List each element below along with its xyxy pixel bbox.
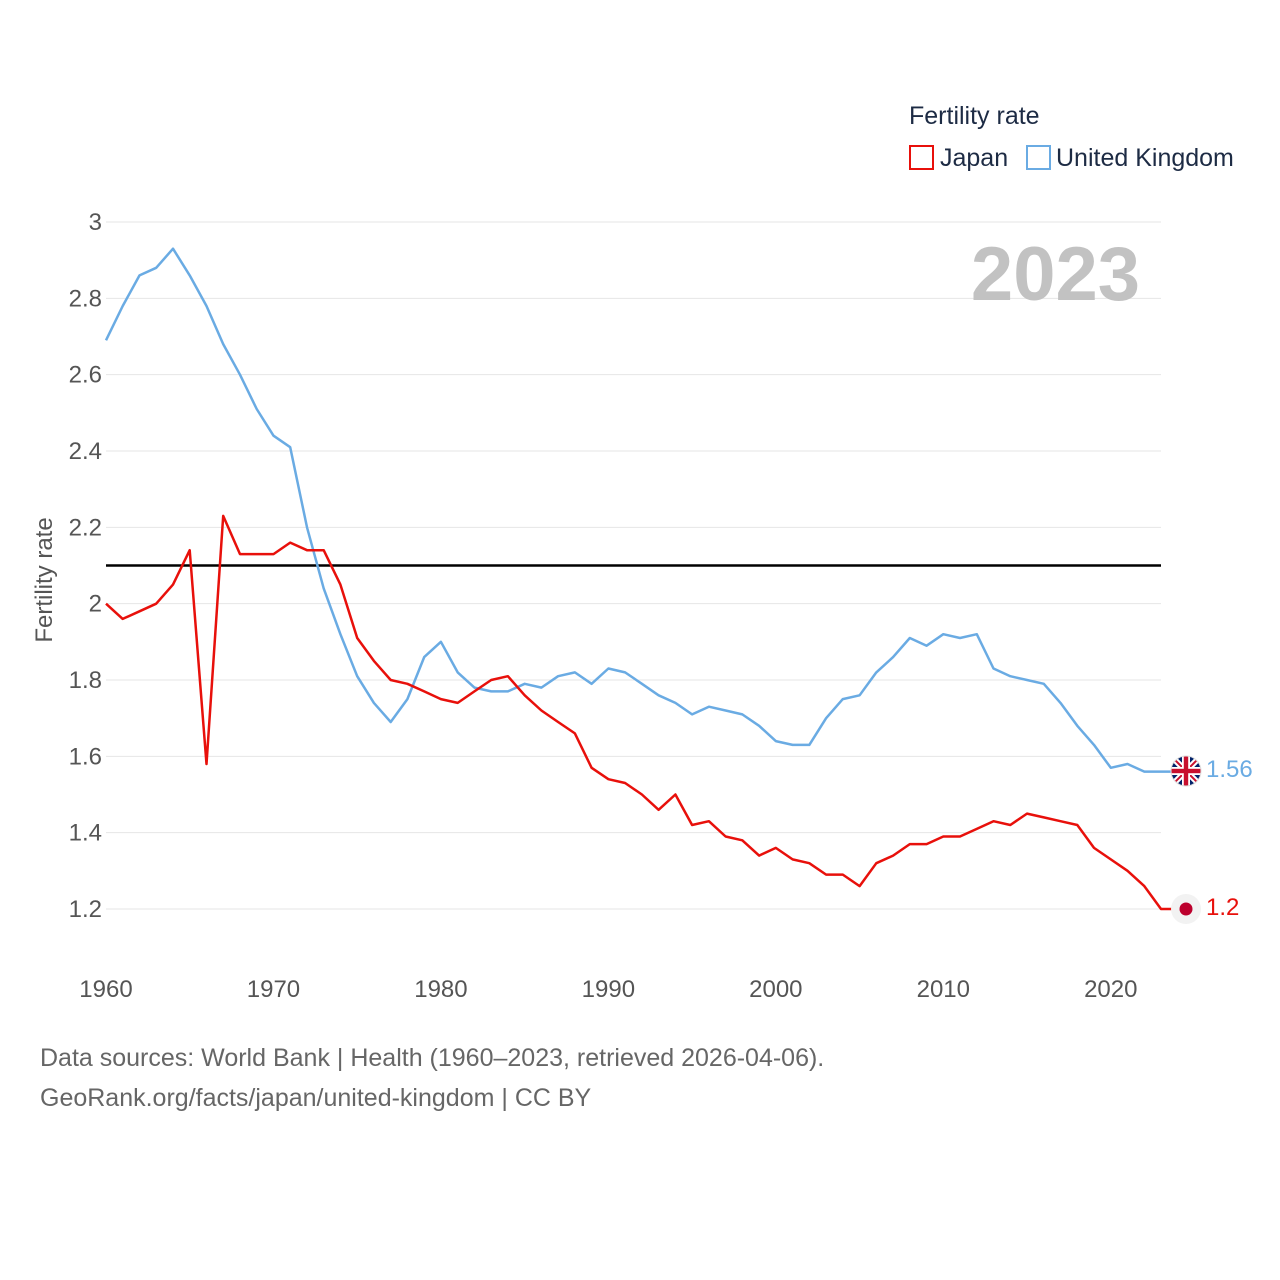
legend-label-united-kingdom: United Kingdom xyxy=(1056,144,1234,172)
y-tick-label: 1.6 xyxy=(69,743,102,770)
series-line-united-kingdom xyxy=(104,247,1172,773)
legend-label-japan: Japan xyxy=(940,144,1008,172)
japan-flag-icon xyxy=(1171,894,1201,924)
series-line-japan xyxy=(105,514,1172,911)
current-year-label: 2023 xyxy=(971,232,1140,317)
x-tick-label: 1980 xyxy=(414,976,467,1003)
legend-swatch-japan xyxy=(909,145,934,170)
uk-flag-icon xyxy=(1170,755,1202,787)
end-value-japan: 1.2 xyxy=(1206,894,1239,921)
y-tick-label: 2.2 xyxy=(69,514,102,541)
y-tick-label: 1.2 xyxy=(69,896,102,923)
legend-item-japan[interactable]: Japan xyxy=(909,144,1008,172)
x-tick-label: 2000 xyxy=(749,976,802,1003)
end-value-united-kingdom: 1.56 xyxy=(1206,756,1253,783)
legend-swatch-united-kingdom xyxy=(1026,145,1051,170)
series-lines xyxy=(104,247,1172,911)
x-axis-ticks: 1960 1970 1980 1990 2000 2010 2020 xyxy=(79,976,1137,1003)
y-tick-label: 2.8 xyxy=(69,285,102,312)
x-tick-label: 1990 xyxy=(582,976,635,1003)
x-tick-label: 1960 xyxy=(79,976,132,1003)
y-tick-label: 2.4 xyxy=(69,438,102,465)
footer-attribution[interactable]: GeoRank.org/facts/japan/united-kingdom |… xyxy=(40,1084,592,1112)
x-tick-label: 2010 xyxy=(917,976,970,1003)
x-tick-label: 2020 xyxy=(1084,976,1137,1003)
y-tick-label: 1.4 xyxy=(69,820,102,847)
gridlines xyxy=(106,221,1161,910)
y-tick-label: 2 xyxy=(89,591,102,618)
y-tick-label: 3 xyxy=(89,209,102,236)
x-tick-label: 1970 xyxy=(247,976,300,1003)
legend-title: Fertility rate xyxy=(909,102,1040,130)
y-axis-label: Fertility rate xyxy=(31,517,58,642)
legend-item-united-kingdom[interactable]: United Kingdom xyxy=(1026,144,1234,172)
y-axis-ticks: 1.2 1.4 1.6 1.8 2 2.2 2.4 2.6 2.8 3 xyxy=(69,209,102,923)
y-tick-label: 1.8 xyxy=(69,667,102,694)
footer-sources: Data sources: World Bank | Health (1960–… xyxy=(40,1044,825,1072)
y-tick-label: 2.6 xyxy=(69,362,102,389)
